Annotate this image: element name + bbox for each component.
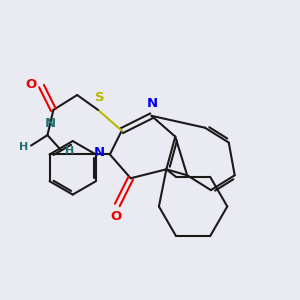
Text: S: S: [95, 91, 104, 104]
Text: O: O: [110, 210, 122, 223]
Text: H: H: [19, 142, 28, 152]
Text: N: N: [146, 98, 158, 110]
Text: O: O: [25, 78, 36, 91]
Text: H: H: [65, 146, 74, 157]
Text: N: N: [45, 117, 56, 130]
Text: N: N: [93, 146, 104, 160]
